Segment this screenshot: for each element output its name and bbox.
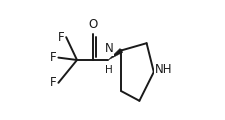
Text: F: F — [50, 76, 56, 89]
Text: N: N — [104, 42, 113, 55]
Text: F: F — [50, 51, 56, 64]
Text: H: H — [104, 65, 112, 75]
Polygon shape — [108, 48, 122, 60]
Text: O: O — [88, 18, 97, 31]
Text: NH: NH — [154, 63, 172, 76]
Text: F: F — [58, 31, 64, 44]
